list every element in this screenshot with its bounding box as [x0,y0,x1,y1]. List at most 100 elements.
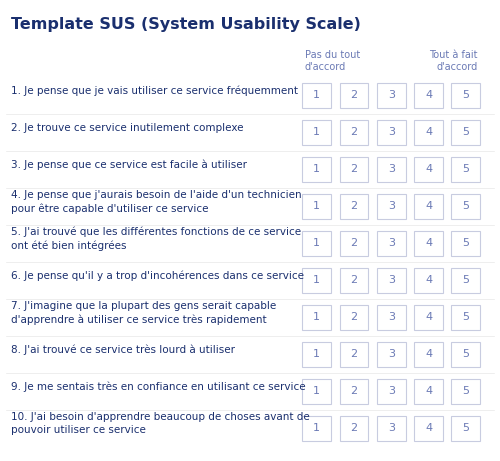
Text: 4: 4 [425,275,432,285]
FancyBboxPatch shape [340,268,368,293]
Text: 5: 5 [462,386,469,396]
FancyBboxPatch shape [414,157,443,182]
Text: 4: 4 [425,201,432,212]
Text: 1: 1 [313,238,320,248]
FancyBboxPatch shape [340,157,368,182]
FancyBboxPatch shape [377,416,406,441]
FancyBboxPatch shape [414,120,443,145]
FancyBboxPatch shape [377,83,406,108]
FancyBboxPatch shape [452,157,480,182]
Text: 1: 1 [313,386,320,396]
FancyBboxPatch shape [340,83,368,108]
FancyBboxPatch shape [377,305,406,330]
FancyBboxPatch shape [414,342,443,367]
Text: 1: 1 [313,201,320,212]
Text: 4: 4 [425,127,432,137]
Text: 2: 2 [350,349,358,359]
FancyBboxPatch shape [302,416,331,441]
Text: 4: 4 [425,349,432,359]
FancyBboxPatch shape [340,342,368,367]
Text: 2: 2 [350,386,358,396]
Text: 3: 3 [388,90,394,100]
Text: 3: 3 [388,275,394,285]
Text: 5: 5 [462,127,469,137]
Text: 1: 1 [313,127,320,137]
FancyBboxPatch shape [377,157,406,182]
Text: 5: 5 [462,275,469,285]
Text: 4: 4 [425,313,432,322]
FancyBboxPatch shape [302,194,331,219]
FancyBboxPatch shape [414,83,443,108]
FancyBboxPatch shape [340,194,368,219]
Text: 1: 1 [313,349,320,359]
FancyBboxPatch shape [302,120,331,145]
Text: 3: 3 [388,127,394,137]
FancyBboxPatch shape [414,231,443,256]
Text: 2: 2 [350,313,358,322]
FancyBboxPatch shape [340,231,368,256]
Text: 4: 4 [425,423,432,433]
Text: 2: 2 [350,127,358,137]
FancyBboxPatch shape [302,231,331,256]
Text: 5: 5 [462,90,469,100]
FancyBboxPatch shape [414,305,443,330]
Text: 2: 2 [350,238,358,248]
Text: 5: 5 [462,423,469,433]
Text: 6. Je pense qu'il y a trop d'incohérences dans ce service: 6. Je pense qu'il y a trop d'incohérence… [12,271,304,281]
FancyBboxPatch shape [302,379,331,404]
Text: Template SUS (System Usability Scale): Template SUS (System Usability Scale) [12,18,361,32]
FancyBboxPatch shape [340,120,368,145]
FancyBboxPatch shape [452,379,480,404]
Text: Pas du tout
d'accord: Pas du tout d'accord [304,49,360,72]
Text: 3. Je pense que ce service est facile à utiliser: 3. Je pense que ce service est facile à … [12,160,248,170]
Text: 1: 1 [313,165,320,174]
Text: 5: 5 [462,201,469,212]
Text: 2: 2 [350,423,358,433]
FancyBboxPatch shape [302,305,331,330]
Text: 3: 3 [388,386,394,396]
Text: 2: 2 [350,165,358,174]
FancyBboxPatch shape [377,268,406,293]
Text: 5: 5 [462,313,469,322]
FancyBboxPatch shape [452,194,480,219]
Text: 2. Je trouve ce service inutilement complexe: 2. Je trouve ce service inutilement comp… [12,123,244,133]
Text: Tout à fait
d'accord: Tout à fait d'accord [429,49,478,72]
Text: 5: 5 [462,165,469,174]
FancyBboxPatch shape [452,120,480,145]
FancyBboxPatch shape [340,416,368,441]
FancyBboxPatch shape [377,120,406,145]
Text: 4: 4 [425,386,432,396]
Text: 1: 1 [313,275,320,285]
Text: 4: 4 [425,90,432,100]
FancyBboxPatch shape [452,416,480,441]
FancyBboxPatch shape [302,83,331,108]
Text: 1: 1 [313,90,320,100]
Text: 3: 3 [388,423,394,433]
Text: 9. Je me sentais très en confiance en utilisant ce service: 9. Je me sentais très en confiance en ut… [12,382,306,392]
FancyBboxPatch shape [414,416,443,441]
FancyBboxPatch shape [452,342,480,367]
Text: 3: 3 [388,238,394,248]
FancyBboxPatch shape [452,305,480,330]
FancyBboxPatch shape [452,231,480,256]
Text: 2: 2 [350,90,358,100]
Text: 3: 3 [388,201,394,212]
Text: 8. J'ai trouvé ce service très lourd à utiliser: 8. J'ai trouvé ce service très lourd à u… [12,344,235,355]
Text: 4: 4 [425,238,432,248]
Text: 5. J'ai trouvé que les différentes fonctions de ce service
ont été bien intégrée: 5. J'ai trouvé que les différentes fonct… [12,227,302,251]
Text: 1: 1 [313,423,320,433]
Text: 3: 3 [388,313,394,322]
FancyBboxPatch shape [377,231,406,256]
FancyBboxPatch shape [414,194,443,219]
Text: 3: 3 [388,349,394,359]
Text: 1. Je pense que je vais utiliser ce service fréquemment: 1. Je pense que je vais utiliser ce serv… [12,86,298,96]
FancyBboxPatch shape [452,83,480,108]
FancyBboxPatch shape [377,194,406,219]
FancyBboxPatch shape [414,379,443,404]
Text: 5: 5 [462,238,469,248]
FancyBboxPatch shape [414,268,443,293]
Text: 2: 2 [350,201,358,212]
Text: 10. J'ai besoin d'apprendre beaucoup de choses avant de
pouvoir utiliser ce serv: 10. J'ai besoin d'apprendre beaucoup de … [12,412,310,435]
Text: 5: 5 [462,349,469,359]
Text: 7. J'imagine que la plupart des gens serait capable
d'apprendre à utiliser ce se: 7. J'imagine que la plupart des gens ser… [12,301,276,325]
